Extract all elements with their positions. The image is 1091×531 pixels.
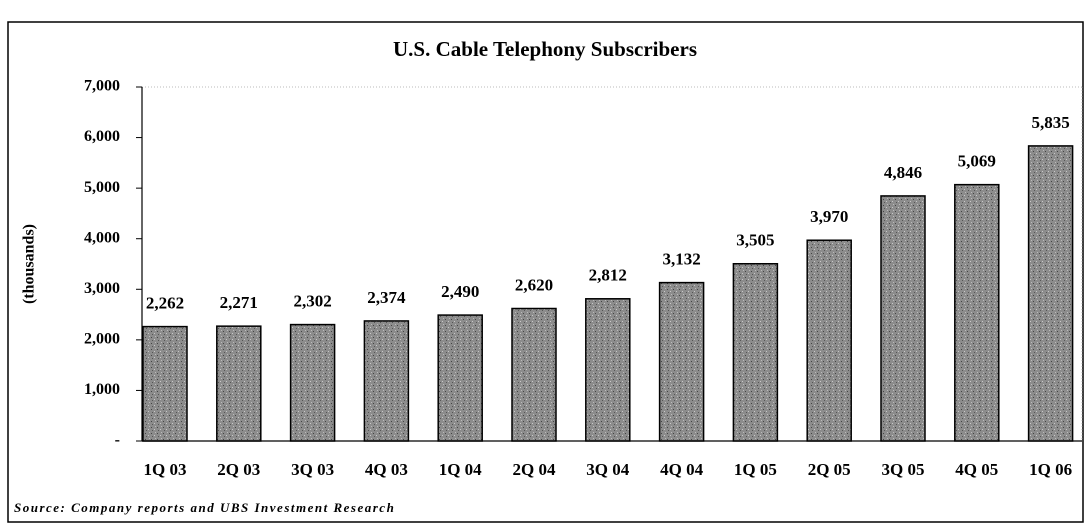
value-label: 2,262 xyxy=(146,294,184,313)
value-label: 3,505 xyxy=(736,231,774,250)
x-tick-label: 1Q 06 xyxy=(1029,460,1072,479)
y-tick-label: 4,000 xyxy=(84,229,120,246)
y-axis-label: (thousands) xyxy=(21,224,38,304)
bar xyxy=(880,195,926,442)
bar xyxy=(1027,145,1074,442)
value-label: 2,302 xyxy=(293,291,331,310)
value-label: 2,490 xyxy=(441,282,479,301)
y-tick-label: 5,000 xyxy=(84,179,120,196)
bar xyxy=(363,320,410,442)
x-tick-label: 3Q 04 xyxy=(586,460,629,479)
bar xyxy=(658,281,705,442)
value-label: 3,132 xyxy=(662,250,700,269)
bar xyxy=(585,298,631,442)
x-tick-label: 2Q 04 xyxy=(513,460,556,479)
bar xyxy=(142,325,188,442)
value-label: 5,835 xyxy=(1031,113,1069,132)
y-tick-label: 7,000 xyxy=(84,78,120,95)
x-tick-label: 2Q 05 xyxy=(808,460,851,479)
x-tick-label: 3Q 05 xyxy=(882,460,925,479)
x-tick-label: 2Q 03 xyxy=(217,460,260,479)
y-tick-label: 6,000 xyxy=(84,128,120,145)
chart-title: U.S. Cable Telephony Subscribers xyxy=(393,37,697,61)
bar xyxy=(954,183,1000,442)
bar xyxy=(732,262,779,442)
x-tick-label: 1Q 03 xyxy=(144,460,187,479)
y-tick-label: 2,000 xyxy=(84,331,120,348)
bar xyxy=(216,325,262,442)
frame xyxy=(7,21,1084,523)
bar xyxy=(806,239,852,442)
x-tick-label: 4Q 03 xyxy=(365,460,408,479)
value-label: 2,374 xyxy=(367,288,406,307)
value-label: 2,812 xyxy=(589,266,627,285)
bar xyxy=(511,307,557,442)
y-tick-label: 3,000 xyxy=(84,280,120,297)
value-label: 5,069 xyxy=(958,152,996,171)
x-tick-label: 3Q 03 xyxy=(291,460,334,479)
x-tick-label: 4Q 04 xyxy=(660,460,703,479)
x-tick-label: 1Q 05 xyxy=(734,460,777,479)
value-label: 4,846 xyxy=(884,163,922,182)
x-tick-label: 1Q 04 xyxy=(439,460,482,479)
source-note: Source: Company reports and UBS Investme… xyxy=(14,500,395,515)
value-label: 2,620 xyxy=(515,275,553,294)
value-label: 3,970 xyxy=(810,207,848,226)
y-tick-label: - xyxy=(115,432,120,449)
x-tick-label: 4Q 05 xyxy=(955,460,998,479)
y-tick-label: 1,000 xyxy=(84,381,120,398)
bar xyxy=(437,314,483,442)
value-label: 2,271 xyxy=(220,293,258,312)
bar xyxy=(289,323,336,442)
